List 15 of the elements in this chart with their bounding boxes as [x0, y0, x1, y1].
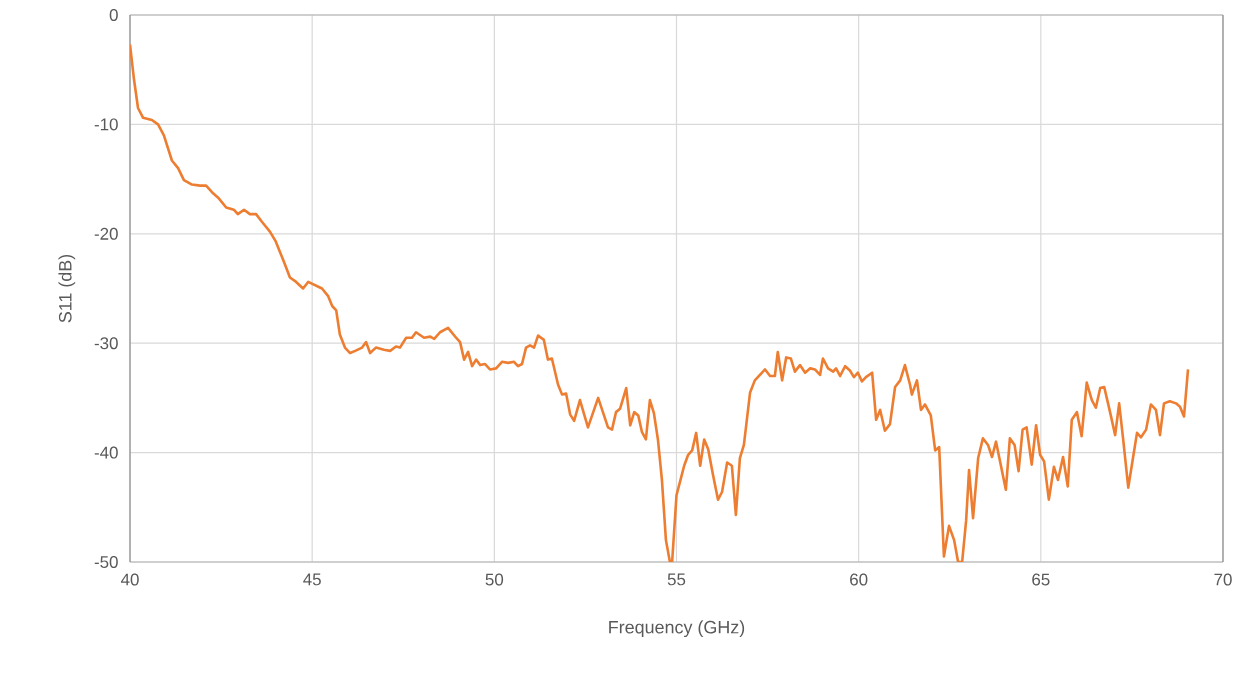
x-tick-label: 40 — [120, 573, 139, 586]
x-tick-label: 50 — [485, 573, 504, 586]
y-tick-label: -30 — [94, 337, 118, 350]
x-tick-label: 55 — [667, 573, 686, 586]
y-tick-label: -50 — [94, 556, 118, 568]
x-axis-title: Frequency (GHz) — [609, 620, 745, 638]
y-tick-label: 0 — [109, 9, 118, 21]
x-tick-label: 45 — [303, 573, 321, 586]
y-axis-title: S11 (dB) — [58, 254, 76, 323]
x-tick-label: 60 — [850, 573, 868, 586]
x-tick-label: 65 — [1032, 573, 1050, 586]
y-tick-label: -20 — [94, 227, 118, 240]
y-tick-label: -10 — [94, 118, 118, 131]
y-tick-label: -40 — [94, 446, 118, 459]
x-tick-label: 70 — [1214, 573, 1232, 586]
